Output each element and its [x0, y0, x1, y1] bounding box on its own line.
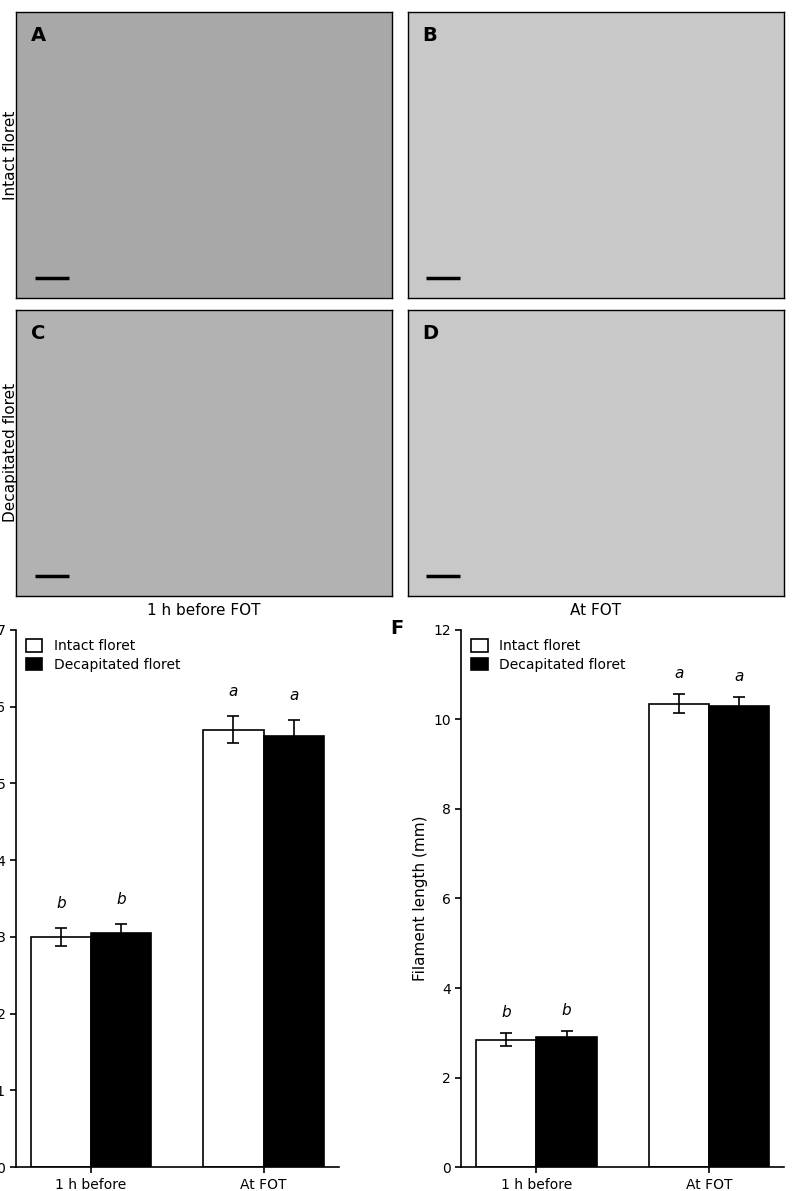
Y-axis label: Decapitated floret: Decapitated floret	[3, 384, 18, 523]
Bar	[649, 704, 709, 1167]
Bar	[203, 730, 264, 1167]
Bar	[536, 1037, 597, 1167]
Text: a: a	[229, 684, 238, 699]
Text: b: b	[56, 896, 66, 911]
Text: a: a	[674, 666, 683, 681]
Text: D: D	[422, 324, 438, 343]
Text: B: B	[422, 26, 438, 45]
Bar	[264, 736, 324, 1167]
Bar	[30, 937, 91, 1167]
Y-axis label: Filament length (mm): Filament length (mm)	[413, 816, 428, 981]
Text: a: a	[289, 688, 298, 704]
Text: b: b	[502, 1005, 511, 1021]
Text: b: b	[117, 892, 126, 906]
Bar	[709, 706, 770, 1167]
Bar	[91, 933, 151, 1167]
Text: F: F	[390, 619, 403, 638]
Legend: Intact floret, Decapitated floret: Intact floret, Decapitated floret	[468, 637, 628, 674]
X-axis label: At FOT: At FOT	[570, 603, 622, 618]
Legend: Intact floret, Decapitated floret: Intact floret, Decapitated floret	[23, 637, 182, 674]
X-axis label: 1 h before FOT: 1 h before FOT	[147, 603, 261, 618]
Text: A: A	[31, 26, 46, 45]
Y-axis label: Intact floret: Intact floret	[3, 111, 18, 200]
Text: C: C	[31, 324, 46, 343]
Text: b: b	[562, 1003, 571, 1018]
Text: a: a	[734, 669, 744, 685]
Bar	[476, 1040, 536, 1167]
